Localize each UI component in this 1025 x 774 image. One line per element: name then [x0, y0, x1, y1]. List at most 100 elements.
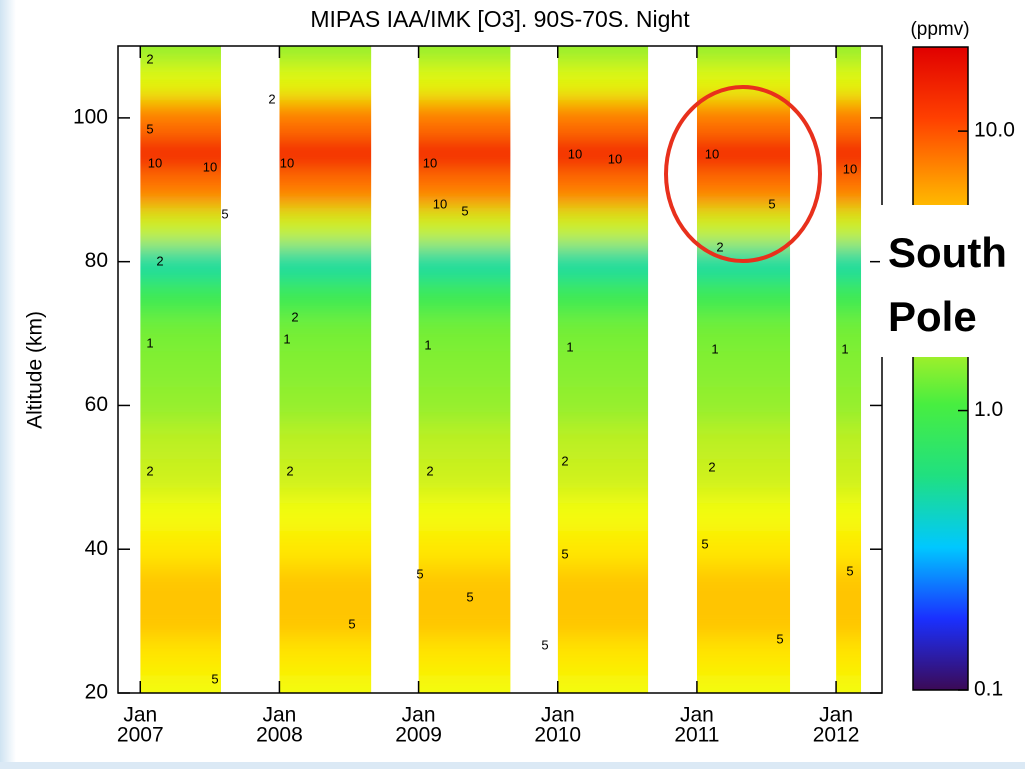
data-cell — [557, 171, 649, 208]
contour-label: 10 — [423, 155, 437, 170]
colorbar-tick-label: 1.0 — [974, 398, 1003, 421]
data-cell — [696, 351, 791, 388]
data-cell — [557, 279, 649, 316]
x-tick-label: 2010 — [534, 724, 581, 747]
data-cell — [279, 46, 372, 64]
colorbar-tick-label: 0.1 — [974, 678, 1003, 701]
contour-label: 5 — [221, 206, 228, 221]
axes-frame — [117, 45, 883, 694]
contour-label: 2 — [561, 453, 568, 468]
data-cell — [418, 495, 511, 532]
contour-label: 5 — [776, 631, 783, 646]
data-cell — [696, 495, 791, 532]
contour-label: 5 — [561, 546, 568, 561]
data-cell — [836, 495, 862, 532]
contour-label: 5 — [541, 637, 548, 652]
data-cell — [557, 675, 649, 693]
data-cell — [836, 675, 862, 693]
data-cell — [418, 243, 511, 280]
data-cell — [140, 603, 221, 640]
annotation: Pole — [888, 293, 977, 340]
data-cell — [836, 459, 862, 496]
data-cell — [279, 207, 372, 244]
annotation-box — [880, 205, 1020, 357]
y-tick-label: 100 — [73, 105, 108, 128]
contour-label: 2 — [291, 309, 298, 324]
data-cell — [279, 459, 372, 496]
data-cell — [279, 135, 372, 172]
contour-label: 10 — [433, 196, 447, 211]
data-cell — [557, 135, 649, 172]
data-cell — [836, 423, 862, 460]
colorbar-tick-label: 10.0 — [974, 119, 1015, 142]
data-column — [836, 46, 862, 693]
data-cell — [557, 46, 649, 64]
data-cell — [557, 639, 649, 676]
data-cell — [418, 279, 511, 316]
data-cell — [836, 279, 862, 316]
data-cell — [418, 63, 511, 100]
data-cell — [696, 387, 791, 424]
contour-label: 2 — [146, 463, 153, 478]
page-edge — [0, 0, 16, 769]
data-cell — [696, 315, 791, 352]
data-cell — [557, 423, 649, 460]
data-cell — [140, 99, 221, 136]
x-month-label: Jan — [680, 704, 714, 727]
data-cell — [140, 135, 221, 172]
colorbar — [912, 46, 969, 691]
data-cell — [140, 495, 221, 532]
plot-area — [140, 46, 862, 693]
data-cell — [696, 531, 791, 568]
highlight-ellipse — [664, 85, 822, 263]
data-cell — [696, 423, 791, 460]
data-cell — [557, 315, 649, 352]
x-month-label: Jan — [541, 704, 575, 727]
data-cell — [696, 459, 791, 496]
data-cell — [836, 207, 862, 244]
contour-label: 2 — [286, 463, 293, 478]
data-cell — [557, 387, 649, 424]
data-cell — [279, 99, 372, 136]
data-cell — [557, 99, 649, 136]
data-column — [279, 46, 372, 693]
data-cell — [696, 567, 791, 604]
data-cell — [140, 531, 221, 568]
data-cell — [696, 99, 791, 136]
x-month-label: Jan — [819, 704, 853, 727]
data-cell — [140, 387, 221, 424]
contour-label: 10 — [608, 151, 622, 166]
data-cell — [836, 243, 862, 280]
contour-label: 10 — [203, 159, 217, 174]
data-cell — [557, 531, 649, 568]
contour-label: 5 — [768, 196, 775, 211]
x-tick-label: 2007 — [117, 724, 164, 747]
contour-label: 1 — [146, 335, 153, 350]
data-cell — [836, 567, 862, 604]
data-cell — [140, 243, 221, 280]
data-cell — [140, 279, 221, 316]
data-cell — [279, 243, 372, 280]
data-cell — [557, 243, 649, 280]
data-cell — [279, 387, 372, 424]
data-cell — [140, 639, 221, 676]
x-month-label: Jan — [123, 704, 157, 727]
data-cell — [279, 567, 372, 604]
contour-label: 1 — [566, 339, 573, 354]
data-cell — [279, 423, 372, 460]
data-column-inner — [279, 46, 372, 693]
data-column-inner — [696, 46, 791, 693]
data-cell — [696, 135, 791, 172]
x-month-label: Jan — [402, 704, 436, 727]
data-cell — [140, 423, 221, 460]
data-cell — [279, 279, 372, 316]
data-cell — [836, 171, 862, 208]
x-month-label: Jan — [262, 704, 296, 727]
contour-label: 2 — [426, 463, 433, 478]
contour-label: 1 — [283, 331, 290, 346]
contour-label: 1 — [424, 337, 431, 352]
data-cell — [418, 603, 511, 640]
colorbar-label: (ppmv) — [910, 19, 969, 40]
y-axis-label: Altitude (km) — [24, 311, 47, 429]
contour-label: 1 — [711, 341, 718, 356]
